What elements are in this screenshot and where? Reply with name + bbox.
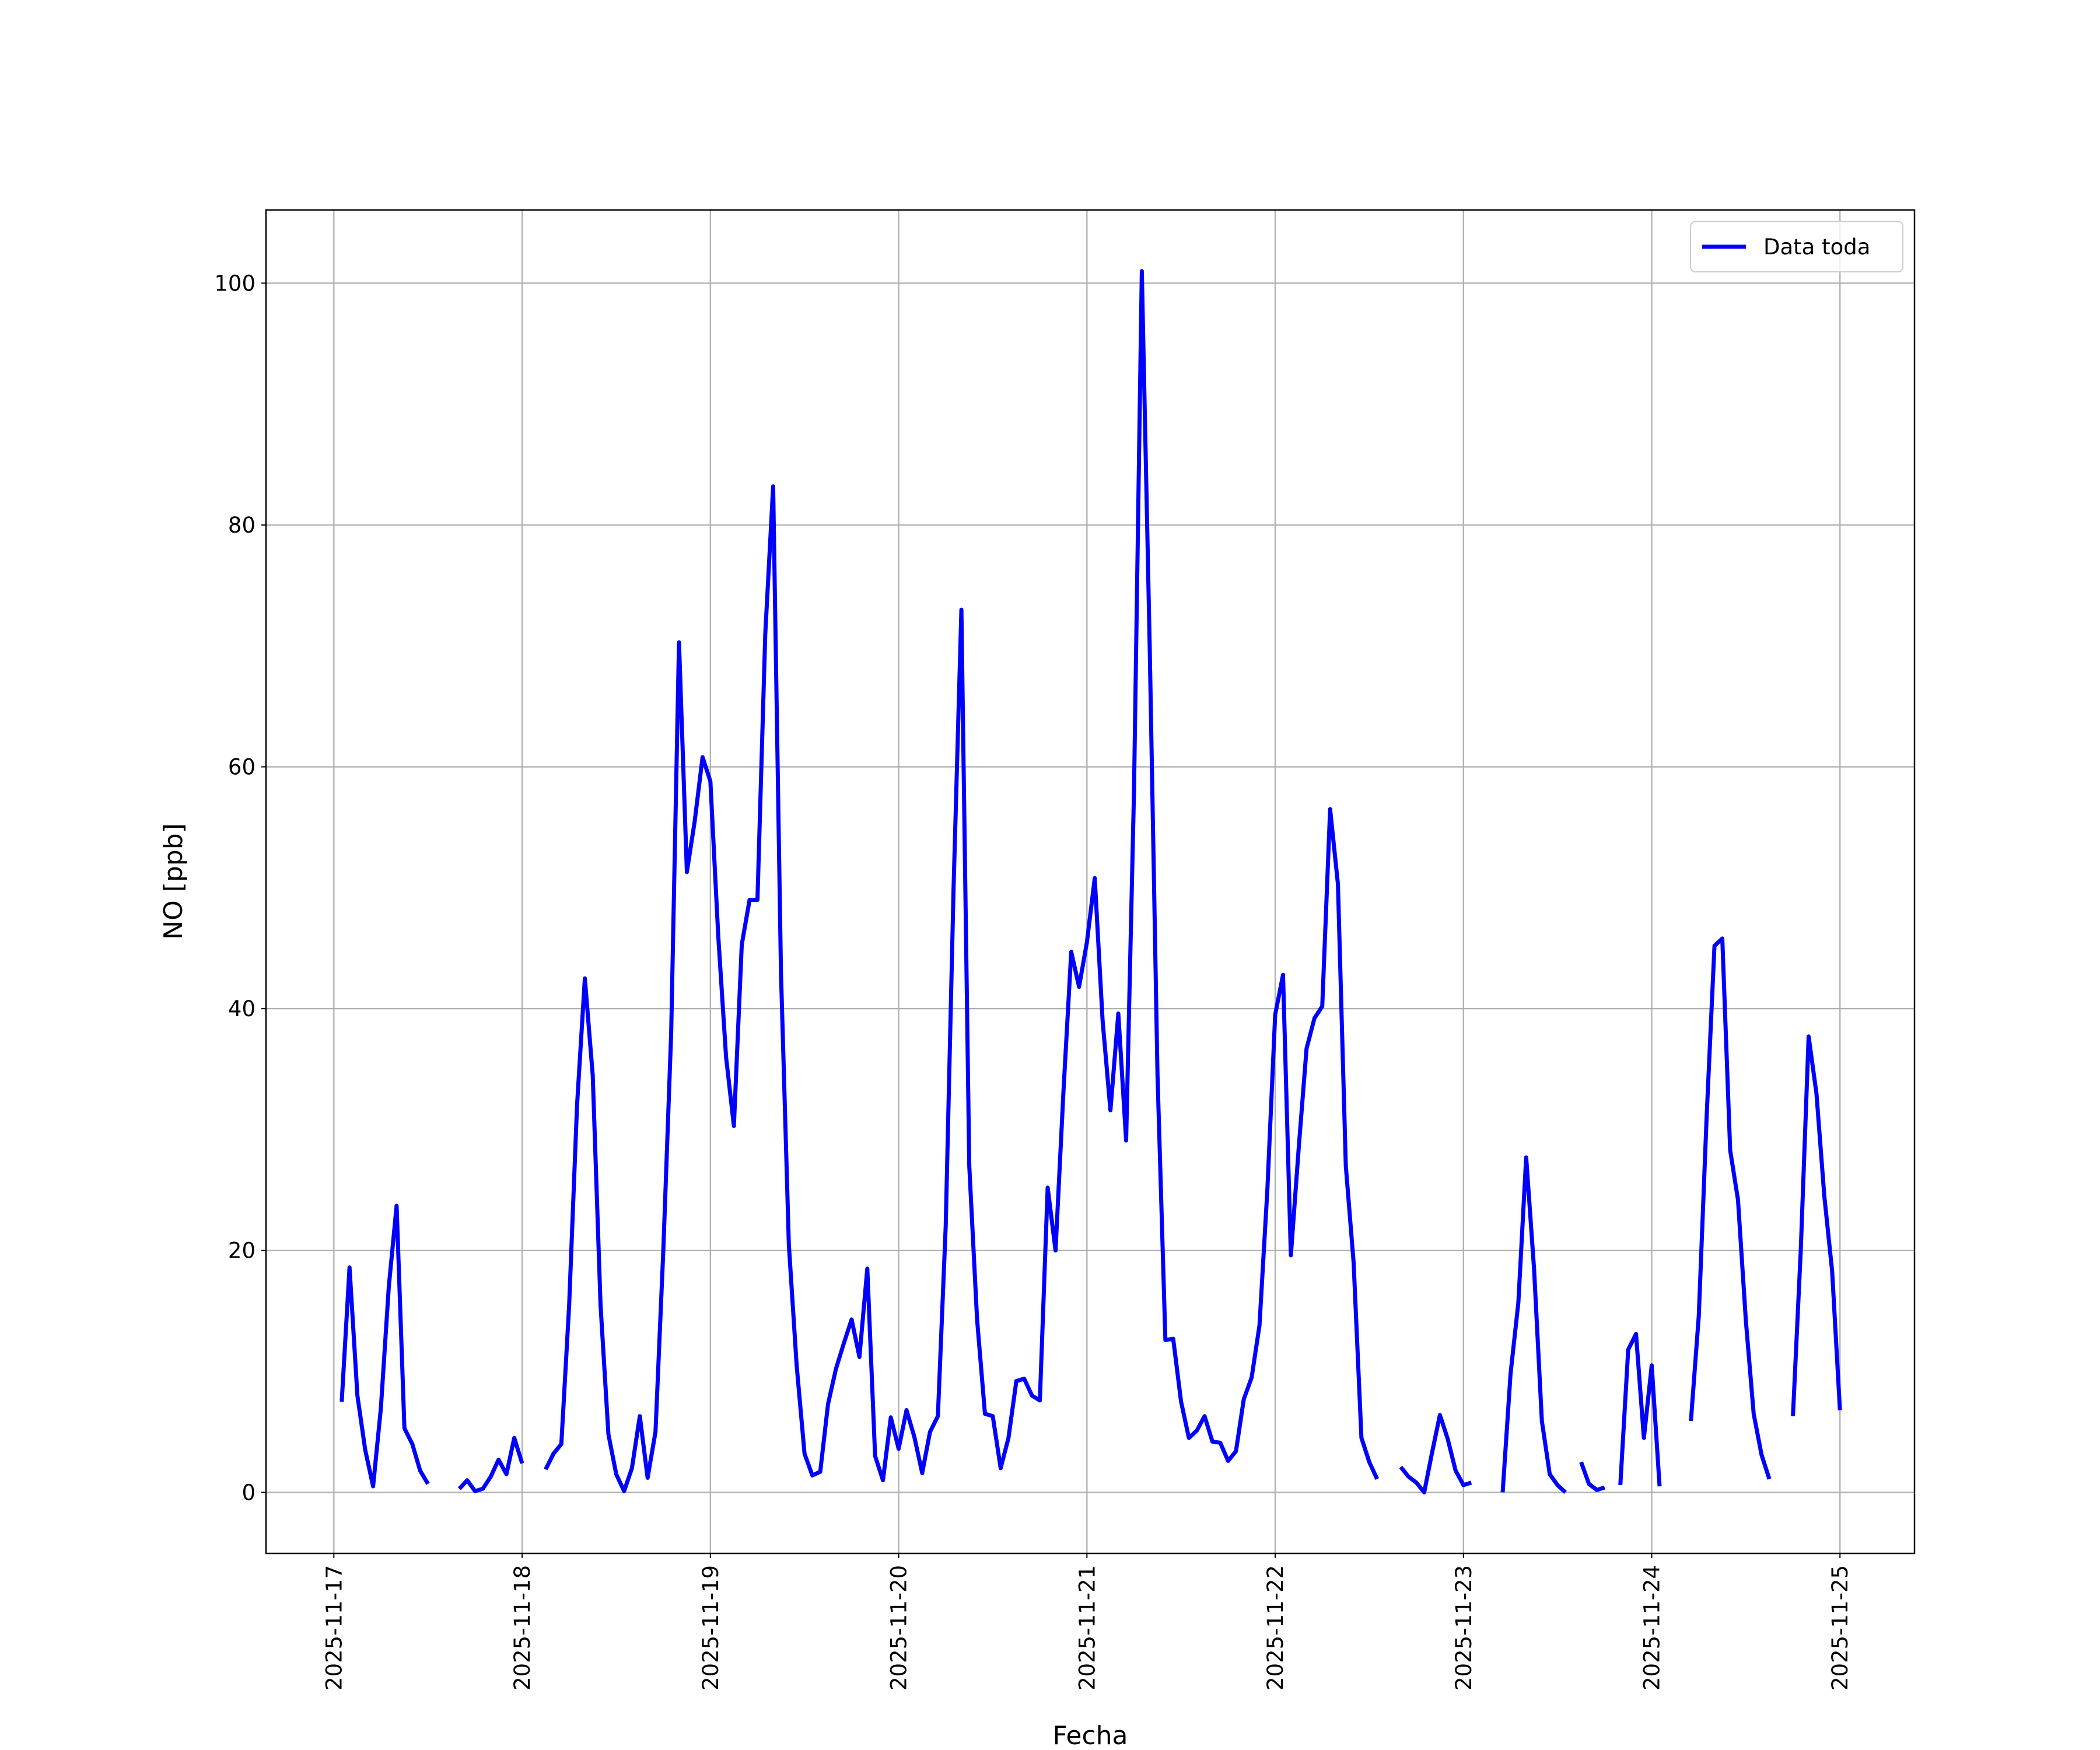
x-tick-label: 2025-11-23 bbox=[1451, 1565, 1476, 1690]
y-axis-label: NO [ppb] bbox=[159, 823, 188, 940]
x-tick-label: 2025-11-17 bbox=[321, 1565, 346, 1690]
data-line bbox=[1500, 1155, 1567, 1494]
x-tick-label: 2025-11-19 bbox=[698, 1565, 723, 1690]
x-tick-label: 2025-11-20 bbox=[887, 1565, 912, 1690]
x-tick-label: 2025-11-25 bbox=[1828, 1565, 1853, 1690]
y-tick-label: 100 bbox=[214, 271, 256, 296]
x-axis-label: Fecha bbox=[1052, 1721, 1128, 1750]
x-tick-label: 2025-11-22 bbox=[1263, 1565, 1288, 1690]
data-line bbox=[340, 1203, 430, 1489]
data-line bbox=[1689, 936, 1772, 1480]
data-line bbox=[1618, 1332, 1662, 1487]
data-line bbox=[1399, 1413, 1472, 1494]
y-tick-label: 80 bbox=[228, 513, 256, 538]
legend-label: Data toda bbox=[1763, 235, 1870, 260]
legend-box bbox=[1690, 221, 1903, 272]
data-line bbox=[1791, 1034, 1842, 1416]
data-line bbox=[457, 1436, 524, 1493]
x-tick-label: 2025-11-24 bbox=[1640, 1565, 1665, 1690]
y-tick-label: 20 bbox=[228, 1238, 256, 1264]
x-tick-label: 2025-11-18 bbox=[510, 1565, 535, 1690]
y-tick-label: 60 bbox=[228, 755, 256, 780]
x-tick-label: 2025-11-21 bbox=[1074, 1565, 1100, 1690]
y-tick-label: 40 bbox=[228, 996, 256, 1021]
plot-frame bbox=[265, 209, 1916, 1555]
y-tick-label: 0 bbox=[242, 1480, 256, 1505]
data-line bbox=[1579, 1461, 1605, 1492]
data-line bbox=[544, 269, 1379, 1493]
